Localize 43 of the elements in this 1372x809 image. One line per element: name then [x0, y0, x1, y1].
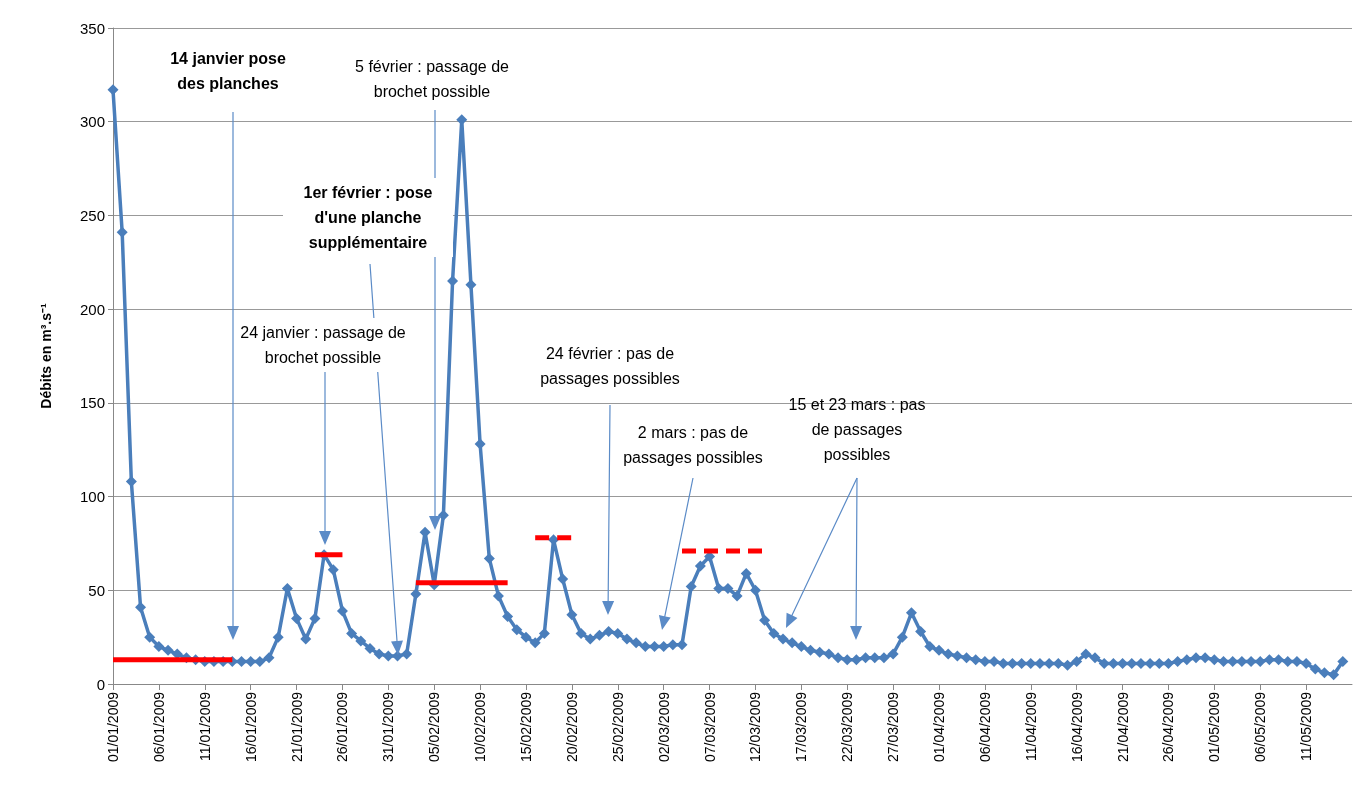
annotation: 24 janvier : passage de brochet possible: [235, 318, 411, 372]
x-tick-label: 06/05/2009: [1252, 691, 1269, 763]
y-tick-label: 350: [79, 19, 105, 37]
x-tick-label: 01/05/2009: [1206, 691, 1223, 763]
annotation: 2 mars : pas de passages possibles: [622, 423, 764, 468]
y-tick-label: 0: [96, 675, 105, 693]
y-axis-title: Débits en m³.s⁻¹: [38, 302, 54, 409]
x-tick-label: 11/04/2009: [1022, 691, 1039, 762]
x-tick-label: 20/02/2009: [563, 691, 580, 763]
annotation: 1er février : pose d'une planche supplémentaire: [283, 178, 453, 257]
x-tick-label: 06/04/2009: [976, 691, 993, 763]
x-tick-label: 12/03/2009: [747, 691, 764, 763]
y-tick-label: 300: [79, 113, 105, 131]
x-tick-label: 15/02/2009: [518, 691, 534, 763]
x-tick-label: 07/03/2009: [701, 691, 718, 763]
x-tick-label: 01/01/2009: [105, 691, 121, 763]
annotation: 24 février : pas de passages possibles: [539, 344, 681, 389]
x-tick-label: 21/04/2009: [1114, 691, 1131, 763]
x-tick-label: 01/04/2009: [931, 691, 947, 763]
x-tick-label: 21/01/2009: [288, 691, 305, 763]
x-tick-label: 17/03/2009: [793, 691, 810, 763]
x-tick-label: 16/01/2009: [242, 691, 259, 763]
y-tick-label: 100: [79, 488, 105, 506]
y-tick-label: 50: [88, 581, 105, 599]
x-tick-label: 22/03/2009: [839, 691, 856, 763]
x-tick-label: 11/05/2009: [1298, 691, 1315, 762]
x-tick-label: 26/01/2009: [334, 691, 351, 763]
annotation: 5 février : passage de brochet possible: [354, 57, 510, 102]
x-tick-label: 11/01/2009: [196, 691, 213, 762]
annotation: 14 janvier pose des planches: [169, 49, 287, 94]
x-tick-label: 25/02/2009: [609, 691, 626, 763]
x-tick-label: 16/04/2009: [1068, 691, 1085, 763]
x-tick-label: 06/01/2009: [150, 691, 167, 763]
y-tick-label: 200: [79, 300, 105, 318]
x-tick-label: 27/03/2009: [885, 691, 902, 763]
x-tick-label: 05/02/2009: [426, 691, 443, 763]
x-tick-label: 26/04/2009: [1160, 691, 1177, 763]
x-tick-label: 10/02/2009: [472, 691, 489, 763]
x-tick-label: 02/03/2009: [655, 691, 672, 763]
y-tick-label: 250: [79, 206, 105, 224]
y-tick-label: 150: [79, 394, 105, 412]
x-tick-label: 31/01/2009: [380, 691, 397, 763]
annotation: 15 et 23 mars : pas de passages possibles: [787, 395, 927, 465]
